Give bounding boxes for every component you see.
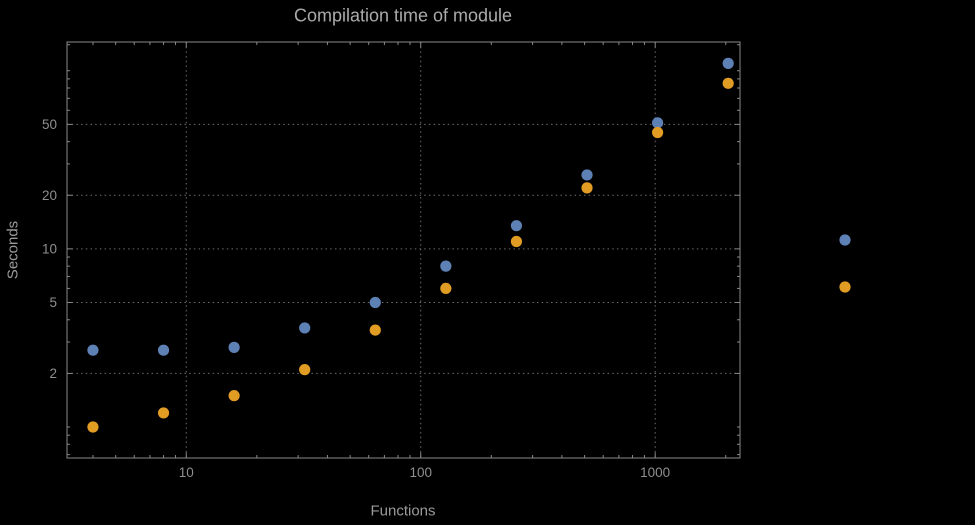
data-point — [440, 282, 452, 295]
data-point — [228, 390, 240, 402]
data-point — [87, 344, 99, 356]
data-point — [581, 169, 593, 181]
data-point — [299, 322, 311, 334]
legend — [839, 234, 851, 293]
data-point — [157, 344, 170, 356]
data-point — [157, 407, 170, 419]
blue-series-points — [87, 57, 734, 356]
gridlines — [67, 42, 740, 458]
data-point — [581, 182, 593, 194]
x-axis-label: Functions — [370, 502, 436, 520]
data-point — [722, 57, 734, 69]
blue-series-marker — [839, 234, 851, 246]
y-tick-label: 5 — [49, 295, 57, 310]
y-tick-label: 10 — [42, 241, 57, 256]
data-point — [87, 421, 99, 433]
x-tick-label: 10 — [179, 465, 194, 480]
x-tick-label: 1000 — [640, 465, 670, 480]
y-tick-label: 2 — [49, 366, 57, 381]
y-tick-label: 20 — [42, 188, 57, 203]
data-point — [228, 341, 240, 353]
data-point — [369, 296, 381, 309]
data-point — [510, 235, 523, 248]
x-tick-labels: 10 100 1000 — [179, 465, 670, 480]
data-point — [652, 126, 664, 139]
tick-marks — [67, 42, 740, 458]
y-tick-labels: 2 5 10 20 50 — [42, 117, 57, 381]
orange-series-marker — [839, 281, 851, 293]
chart-title: Compilation time of module — [293, 5, 513, 26]
data-point — [510, 220, 523, 232]
data-point — [369, 324, 381, 336]
x-tick-label: 100 — [409, 465, 432, 480]
data-point — [722, 77, 734, 89]
data-point — [440, 260, 452, 272]
data-point — [299, 364, 311, 376]
y-tick-label: 50 — [42, 117, 57, 132]
plot-frame — [66, 41, 741, 459]
data-point — [652, 117, 664, 129]
orange-series-points — [87, 77, 734, 433]
y-axis-label: Seconds — [4, 220, 22, 280]
